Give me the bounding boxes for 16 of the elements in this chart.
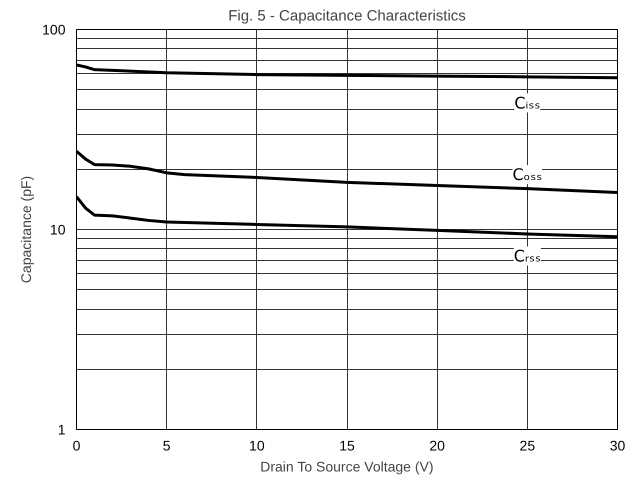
series-label: Cₒₛₛ — [512, 165, 542, 184]
x-tick-label: 15 — [339, 438, 355, 454]
x-tick-label: 30 — [610, 438, 626, 454]
y-tick-label: 1 — [58, 422, 66, 438]
x-tick-label: 25 — [520, 438, 536, 454]
y-axis-title: Capacitance (pF) — [18, 176, 34, 284]
chart-title: Fig. 5 - Capacitance Characteristics — [228, 8, 466, 24]
series-label: Cᵣₛₛ — [514, 246, 541, 266]
x-tick-label: 20 — [429, 438, 446, 454]
x-tick-label: 0 — [72, 438, 81, 454]
y-tick-label: 10 — [50, 222, 66, 238]
x-tick-label: 10 — [249, 438, 265, 454]
x-axis-title: Drain To Source Voltage (V) — [260, 458, 434, 474]
y-tick-label: 100 — [42, 22, 66, 38]
series-label: Cᵢₛₛ — [514, 93, 540, 112]
x-tick-label: 5 — [162, 438, 171, 454]
